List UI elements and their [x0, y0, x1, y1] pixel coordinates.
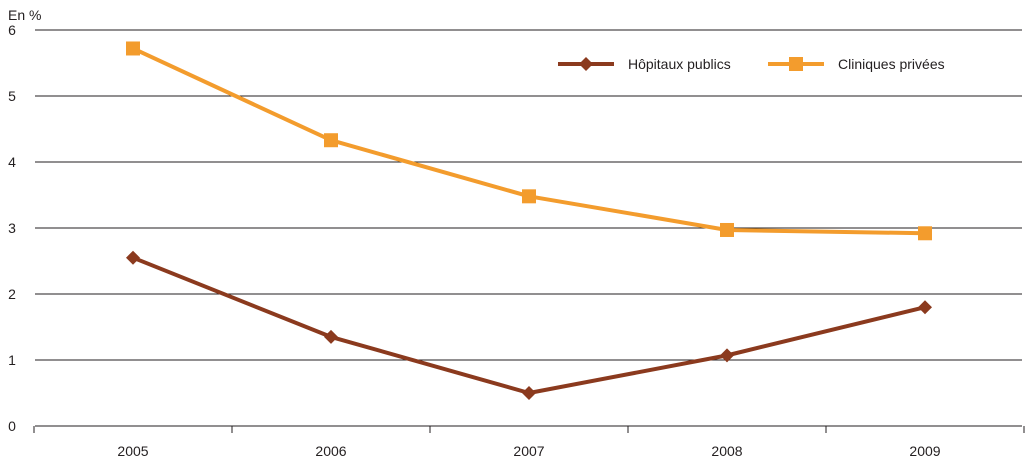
- data-point-square: [522, 189, 536, 204]
- legend-item: Hôpitaux publics: [558, 56, 731, 72]
- x-tick-label: 2009: [909, 443, 940, 459]
- y-tick-label: 4: [8, 154, 16, 170]
- y-tick-label: 0: [8, 418, 16, 434]
- series-hopitaux-publics: [126, 250, 932, 400]
- x-tick-labels: 2005 2006 2007 2008 2009: [117, 443, 940, 459]
- y-tick-label: 1: [8, 352, 16, 368]
- series-cliniques-privees: [126, 41, 932, 241]
- y-tick-labels: 0 1 2 3 4 5 6: [8, 22, 16, 434]
- legend-item: Cliniques privées: [768, 56, 945, 72]
- y-tick-label: 6: [8, 22, 16, 38]
- y-tick-label: 2: [8, 286, 16, 302]
- y-tick-label: 5: [8, 88, 16, 104]
- data-point-diamond: [918, 300, 932, 315]
- data-point-diamond: [324, 329, 338, 344]
- x-axis: [33, 425, 1025, 433]
- data-point-diamond: [720, 348, 734, 363]
- data-point-square: [918, 226, 932, 241]
- series-line: [132, 255, 926, 395]
- x-tick-label: 2008: [711, 443, 742, 459]
- legend: Hôpitaux publics Cliniques privées: [558, 56, 945, 72]
- data-point-square: [324, 133, 338, 148]
- y-tick-label: 3: [8, 220, 16, 236]
- data-point-square: [720, 222, 734, 237]
- legend-label: Hôpitaux publics: [628, 56, 731, 72]
- series-lines: [126, 41, 932, 400]
- data-point-diamond: [126, 250, 140, 265]
- data-point-square: [126, 41, 140, 56]
- series-line: [132, 46, 926, 236]
- x-tick-label: 2005: [117, 443, 148, 459]
- legend-label: Cliniques privées: [838, 56, 945, 72]
- x-tick-label: 2007: [513, 443, 544, 459]
- x-tick-label: 2006: [315, 443, 346, 459]
- y-unit-label: En %: [8, 7, 41, 23]
- grid-lines: [35, 29, 1022, 361]
- data-point-diamond: [579, 57, 593, 71]
- data-point-square: [789, 57, 803, 71]
- data-point-diamond: [522, 386, 536, 400]
